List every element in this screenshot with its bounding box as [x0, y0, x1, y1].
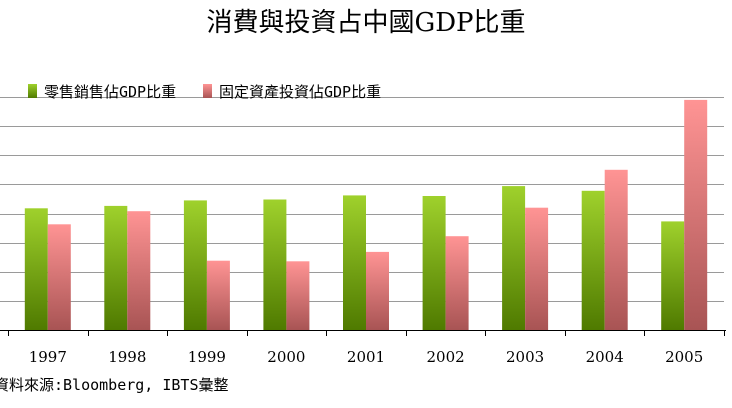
- bar-fixed-investment-1998: [127, 211, 151, 330]
- bars: [24, 99, 708, 331]
- bar-fixed-investment-2002: [445, 236, 469, 330]
- bar-retail-2002: [422, 196, 446, 330]
- bar-retail-2001: [343, 195, 366, 330]
- x-tick-label-1999: 1999: [188, 348, 226, 366]
- chart-title: 消費與投資占中國GDP比重: [206, 8, 525, 38]
- source-note: 資料來源:Bloomberg, IBTS彙整: [0, 376, 229, 394]
- legend-label-fixed-investment: 固定資產投資佔GDP比重: [219, 83, 381, 101]
- legend-swatch-fixed-investment: [203, 84, 212, 98]
- bar-fixed-investment-1997: [47, 224, 71, 330]
- x-tick-label-2005: 2005: [665, 348, 703, 366]
- x-tick-label-2002: 2002: [427, 348, 465, 366]
- bar-fixed-investment-2000: [286, 261, 310, 330]
- bar-retail-2003: [502, 186, 526, 330]
- bar-fixed-investment-2001: [366, 251, 389, 330]
- legend-swatch-retail: [28, 84, 37, 98]
- bar-retail-2000: [263, 199, 287, 330]
- x-tick-labels: 1997 1998 1999 2000 2001 2002 2003 2004 2005: [29, 348, 704, 366]
- x-tick-label-2001: 2001: [347, 348, 385, 366]
- legend-label-retail: 零售銷售佔GDP比重: [44, 83, 176, 101]
- bar-fixed-investment-1999: [206, 260, 230, 330]
- axes: [0, 330, 726, 336]
- x-tick-label-1997: 1997: [29, 348, 67, 366]
- bar-retail-1999: [183, 200, 207, 330]
- bar-fixed-investment-2004: [604, 169, 628, 330]
- bar-retail-1997: [24, 208, 48, 330]
- x-tick-label-2000: 2000: [267, 348, 305, 366]
- legend: 零售銷售佔GDP比重 固定資產投資佔GDP比重: [28, 83, 381, 101]
- x-tick-label-2003: 2003: [506, 348, 544, 366]
- bar-fixed-investment-2003: [525, 207, 549, 330]
- bar-retail-1998: [104, 205, 128, 330]
- x-tick-label-2004: 2004: [586, 348, 624, 366]
- bar-retail-2004: [581, 190, 605, 330]
- bar-retail-2005: [661, 221, 685, 330]
- bar-fixed-investment-2005: [684, 99, 708, 331]
- x-tick-label-1998: 1998: [108, 348, 146, 366]
